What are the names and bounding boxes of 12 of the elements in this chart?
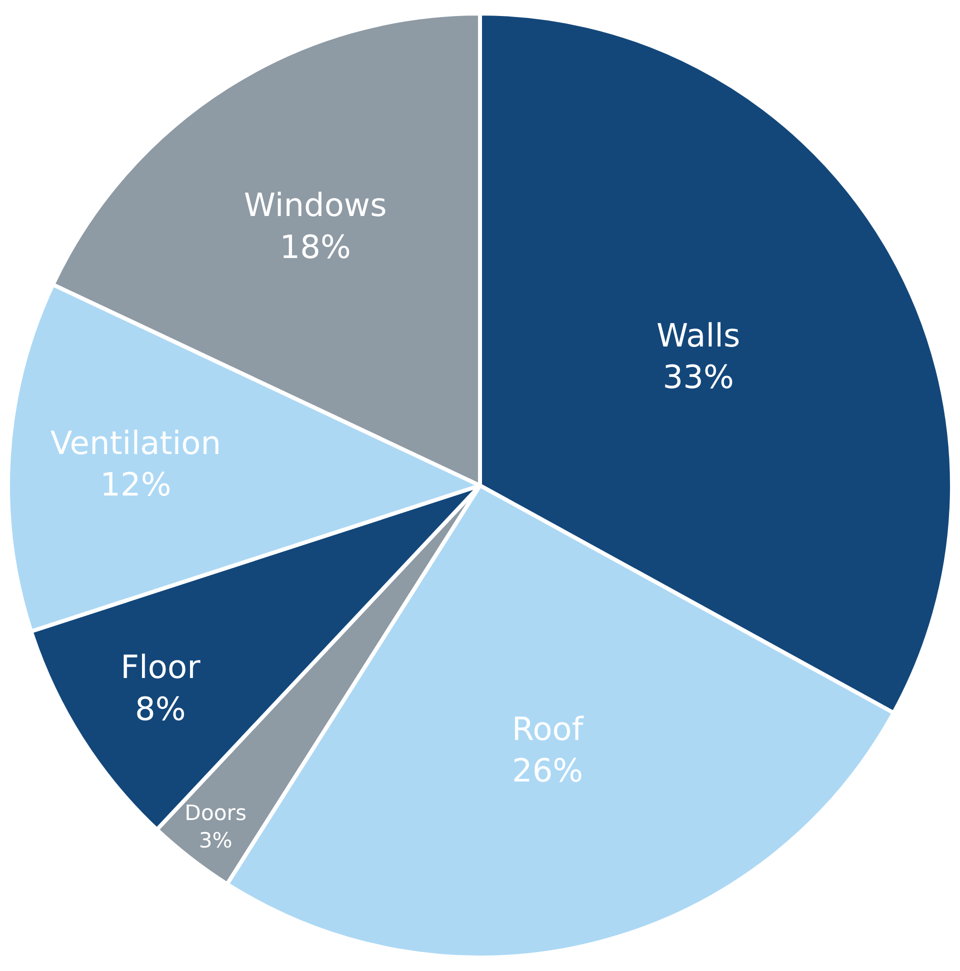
- slice-label: Windows: [244, 186, 387, 224]
- slice-label: Ventilation: [50, 424, 221, 462]
- slice-label: Floor: [120, 648, 202, 686]
- slice-label: Roof: [512, 710, 584, 748]
- data-label: 26%: [512, 752, 584, 790]
- data-label: 12%: [100, 466, 172, 504]
- data-label: 3%: [198, 827, 232, 852]
- data-label: 8%: [135, 690, 186, 728]
- data-label: 18%: [280, 228, 351, 266]
- data-label: 33%: [662, 358, 734, 396]
- slice-label: Walls: [656, 316, 740, 355]
- slice-label: Doors: [184, 800, 246, 825]
